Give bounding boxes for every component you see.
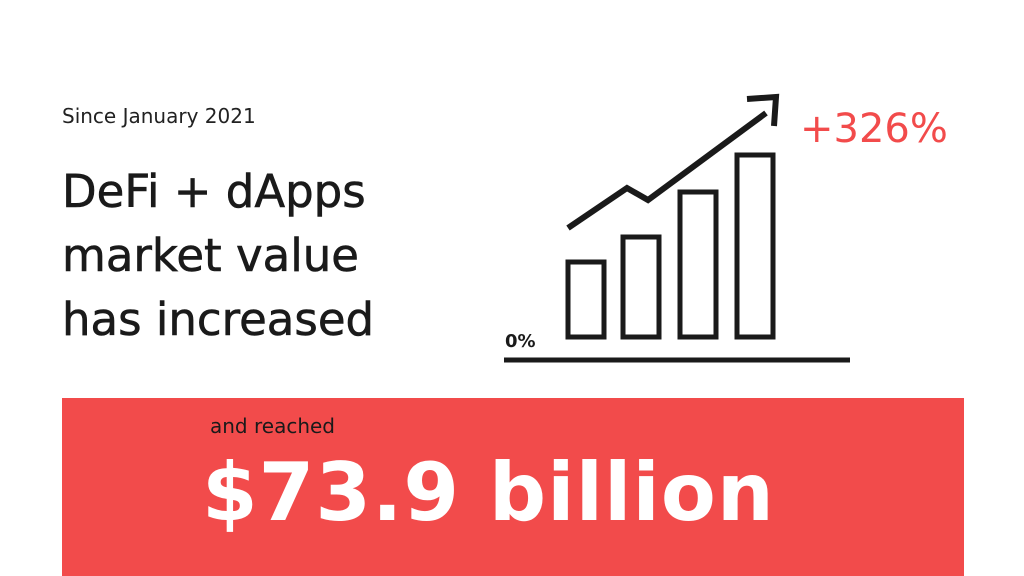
highlight-banner: and reached $73.9 billion xyxy=(62,398,964,576)
growth-bar-chart-icon xyxy=(490,80,870,380)
headline: DeFi + dApps market value has increased xyxy=(62,160,375,352)
growth-bar-2 xyxy=(620,234,662,340)
headline-line-1: DeFi + dApps xyxy=(62,165,366,219)
subtitle: Since January 2021 xyxy=(62,104,256,128)
market-value-amount: $73.9 billion xyxy=(202,446,775,539)
percent-change: +326% xyxy=(800,106,948,152)
banner-label: and reached xyxy=(210,414,335,438)
baseline-label: 0% xyxy=(505,331,536,352)
growth-bar-4 xyxy=(734,152,776,340)
growth-bar-3 xyxy=(677,189,719,340)
headline-line-3: has increased xyxy=(62,293,375,347)
trend-line xyxy=(566,110,768,231)
arrow-head-icon xyxy=(746,93,780,127)
growth-bar-1 xyxy=(565,259,607,340)
headline-line-2: market value xyxy=(62,229,360,283)
